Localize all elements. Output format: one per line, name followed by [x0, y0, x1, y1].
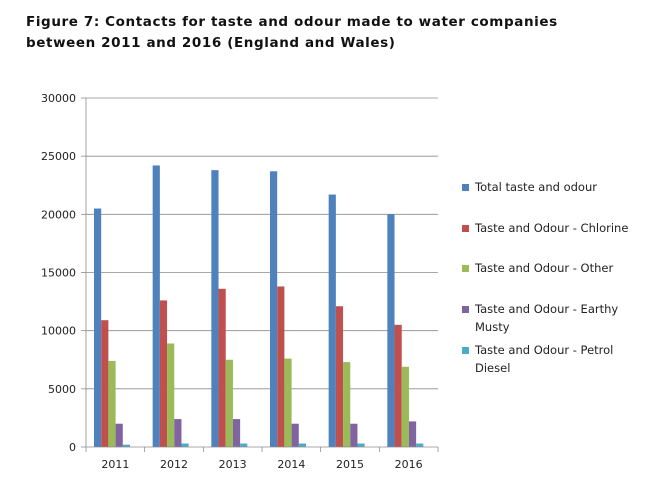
- bar: [218, 288, 226, 447]
- bar: [232, 419, 241, 447]
- legend-swatch: [462, 347, 469, 354]
- y-tick-label: 5000: [48, 383, 76, 396]
- y-tick-label: 0: [69, 441, 76, 454]
- x-tick-label: 2012: [160, 458, 188, 471]
- legend-label: Taste and Odour - Petrol Diesel: [475, 343, 614, 375]
- bar: [387, 214, 395, 447]
- bar: [350, 423, 358, 447]
- bar: [401, 366, 409, 447]
- legend-swatch: [462, 306, 469, 313]
- legend-label: Taste and Odour - Other: [475, 261, 614, 275]
- y-tick-label: 15000: [41, 267, 76, 280]
- legend-swatch: [462, 184, 469, 191]
- y-tick-labels: 0 5000 10000 15000 20000 25000 30000: [41, 92, 76, 454]
- bar: [270, 171, 278, 448]
- bar: [343, 362, 351, 447]
- gridlines: [86, 97, 438, 390]
- x-tick-label: 2016: [395, 458, 423, 471]
- bar: [101, 320, 109, 447]
- x-tick-label: 2011: [101, 458, 129, 471]
- axes: [81, 97, 439, 452]
- legend-label: Taste and Odour - Chlorine: [475, 221, 629, 235]
- bar: [416, 443, 424, 447]
- x-tick-label: 2014: [277, 458, 305, 471]
- bar: [394, 324, 402, 447]
- bar: [357, 443, 365, 447]
- y-tick-label: 25000: [41, 150, 76, 163]
- bar: [94, 208, 102, 447]
- bar: [240, 443, 248, 447]
- legend-label: Taste and Odour - Earthy Musty: [475, 302, 619, 334]
- bar: [122, 444, 130, 447]
- bar: [284, 358, 292, 447]
- bar: [291, 423, 299, 447]
- bars: [94, 165, 424, 448]
- bar: [115, 423, 123, 447]
- bar: [225, 359, 233, 447]
- chart-title-line-2: between 2011 and 2016 (England and Wales…: [26, 35, 396, 51]
- y-tick-label: 20000: [41, 208, 76, 221]
- bar: [108, 360, 116, 447]
- y-tick-label: 30000: [41, 92, 76, 105]
- legend-swatch: [462, 265, 469, 272]
- bar: [408, 421, 417, 447]
- chart-title-line-1: Figure 7: Contacts for taste and odour m…: [26, 14, 558, 30]
- y-tick-label: 10000: [41, 325, 76, 338]
- bar: [167, 343, 175, 447]
- x-tick-label: 2013: [219, 458, 247, 471]
- legend-label: Total taste and odour: [475, 180, 597, 194]
- bar: [174, 419, 182, 447]
- chart-title: Figure 7: Contacts for taste and odour m…: [26, 12, 646, 54]
- x-tick-label: 2015: [336, 458, 364, 471]
- x-tick-labels: 2011 2012 2013 2014 2015 2016: [101, 458, 422, 471]
- bar: [335, 306, 344, 447]
- bar: [152, 165, 160, 447]
- bar: [277, 286, 285, 447]
- legend-swatch: [462, 225, 469, 232]
- bar: [181, 443, 189, 447]
- bar: [328, 194, 336, 447]
- bar: [211, 170, 219, 448]
- bar: [159, 300, 168, 447]
- bar: [298, 443, 306, 447]
